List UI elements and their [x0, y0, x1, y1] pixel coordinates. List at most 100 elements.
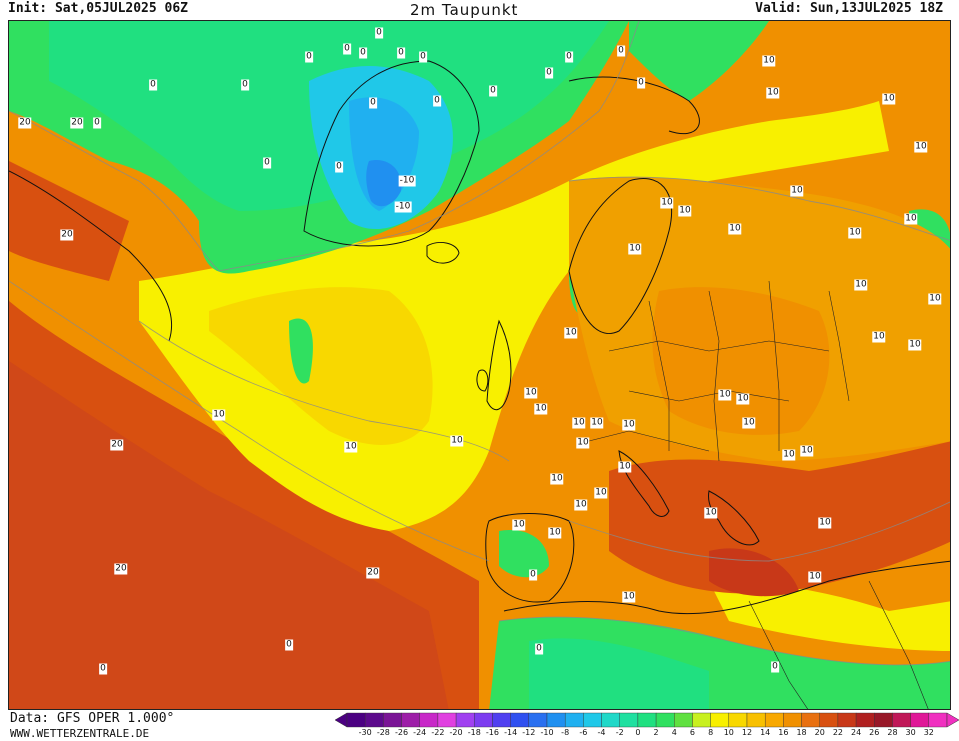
contour-label: 10: [622, 419, 636, 431]
scale-swatch: [346, 712, 366, 728]
scale-swatch: [383, 712, 402, 728]
contour-label: 0: [637, 77, 645, 89]
contour-label: 0: [263, 157, 271, 169]
contour-label: 10: [590, 417, 604, 429]
scale-swatch: [401, 712, 420, 728]
contour-label: 0: [375, 27, 383, 39]
contour-label: 10: [736, 393, 750, 405]
scale-tick-label: 16: [778, 728, 789, 737]
map-canvas: [9, 21, 950, 709]
init-time: Init: Sat,05JUL2025 06Z: [8, 1, 189, 16]
scale-tick-label: 8: [708, 728, 714, 737]
greece-coast: [708, 490, 760, 546]
scale-tick-label: -4: [597, 728, 606, 737]
scale-swatch: [619, 712, 639, 728]
contour-label: 10: [564, 327, 578, 339]
warm-north-america: [9, 161, 129, 281]
scale-swatch: [601, 712, 620, 728]
contour-label: -10: [398, 175, 416, 187]
scale-swatch: [855, 712, 875, 728]
scale-tick-label: -20: [449, 728, 463, 737]
scale-arrow-low: [334, 712, 348, 728]
scale-swatch: [710, 712, 730, 728]
scale-tick-label: 18: [796, 728, 807, 737]
iberia-green: [499, 530, 549, 578]
scale-swatch: [637, 712, 657, 728]
contour-label: 10: [872, 331, 886, 343]
contour-label: 0: [343, 43, 351, 55]
contour-label: 0: [241, 79, 249, 91]
north-africa-coast: [503, 560, 950, 615]
contour-label: 0: [545, 67, 553, 79]
scale-swatch: [692, 712, 711, 728]
contour-label: 20: [114, 563, 128, 575]
contour-label: 20: [70, 117, 84, 129]
scale-tick-label: 30: [905, 728, 916, 737]
scale-tick-label: 14: [760, 728, 771, 737]
scale-tick-label: 12: [741, 728, 753, 737]
scale-tick-label: 22: [832, 728, 843, 737]
contour-label: 10: [534, 403, 548, 415]
scale-tick-label: -8: [561, 728, 570, 737]
scale-swatch: [928, 712, 948, 728]
color-scale: -30 -28 -26 -24 -22 -20 -18 -16 -14 -12 -10 -8 -6 -4-…: [334, 712, 959, 740]
scale-tick-label: -14: [504, 728, 518, 737]
contour-label: 0: [93, 117, 101, 129]
contour-label: -10: [394, 201, 412, 213]
scale-tick-label: -18: [467, 728, 481, 737]
libya-yellow: [709, 581, 950, 651]
contour-label: 10: [678, 205, 692, 217]
mediterranean-warm: [609, 441, 950, 594]
contour-label: 10: [512, 519, 526, 531]
contour-label: 0: [529, 569, 537, 581]
contour-label: 10: [808, 571, 822, 583]
greenland-coast: [303, 60, 480, 247]
scale-tick-label: -30: [358, 728, 372, 737]
contour-label: 0: [433, 95, 441, 107]
scale-swatch: [419, 712, 439, 728]
atlantic-yellow: [209, 287, 433, 445]
scale-swatch: [510, 712, 530, 728]
scale-swatch: [455, 712, 475, 728]
scale-swatch: [474, 712, 493, 728]
data-source: Data: GFS OPER 1.000°: [10, 711, 175, 726]
contour-label: 10: [818, 517, 832, 529]
map-footer: Data: GFS OPER 1.000° WWW.WETTERZENTRALE…: [0, 710, 959, 741]
contour-label: 10: [622, 591, 636, 603]
contour-label: 0: [535, 643, 543, 655]
contour-label: 10: [914, 141, 928, 153]
scale-swatch: [583, 712, 602, 728]
scale-tick-label: 6: [689, 728, 695, 737]
contour-label: 0: [771, 661, 779, 673]
contour-label: 10: [660, 197, 674, 209]
scale-tick-label: 4: [671, 728, 677, 737]
contour-label: 10: [766, 87, 780, 99]
scale-tick-label: 20: [814, 728, 825, 737]
contour-label: 10: [800, 445, 814, 457]
contour-label: 0: [369, 97, 377, 109]
contour-label: 10: [908, 339, 922, 351]
contour-label: 0: [285, 639, 293, 651]
scale-swatch: [364, 712, 384, 728]
sahara-green2: [529, 638, 709, 709]
dewpoint-map: 0 0 0 0 0 0 0 0 0 0 0 0 0 0 0 0 0 0 -10 -10 10 10 10 10 10 10 10 10…: [8, 20, 951, 710]
scale-tick-label: -2: [615, 728, 624, 737]
scale-tick-label: 28: [887, 728, 898, 737]
atlantic-green-patch: [289, 318, 313, 384]
scale-swatch: [546, 712, 566, 728]
scale-swatch: [655, 712, 675, 728]
coastlines: [9, 60, 950, 615]
contour-label: 10: [854, 279, 868, 291]
scale-tick-label: 26: [869, 728, 880, 737]
contour-label: 0: [397, 47, 405, 59]
valid-time: Valid: Sun,13JUL2025 18Z: [755, 1, 943, 16]
na-coast: [9, 170, 173, 342]
contour-label: 10: [450, 435, 464, 447]
scale-swatch: [564, 712, 584, 728]
contour-label: 0: [305, 51, 313, 63]
arctic-green3: [629, 21, 769, 101]
contour-label: 10: [548, 527, 562, 539]
contour-label: 10: [718, 389, 732, 401]
contour-label: 20: [366, 567, 380, 579]
scandinavia-coast: [568, 177, 673, 334]
